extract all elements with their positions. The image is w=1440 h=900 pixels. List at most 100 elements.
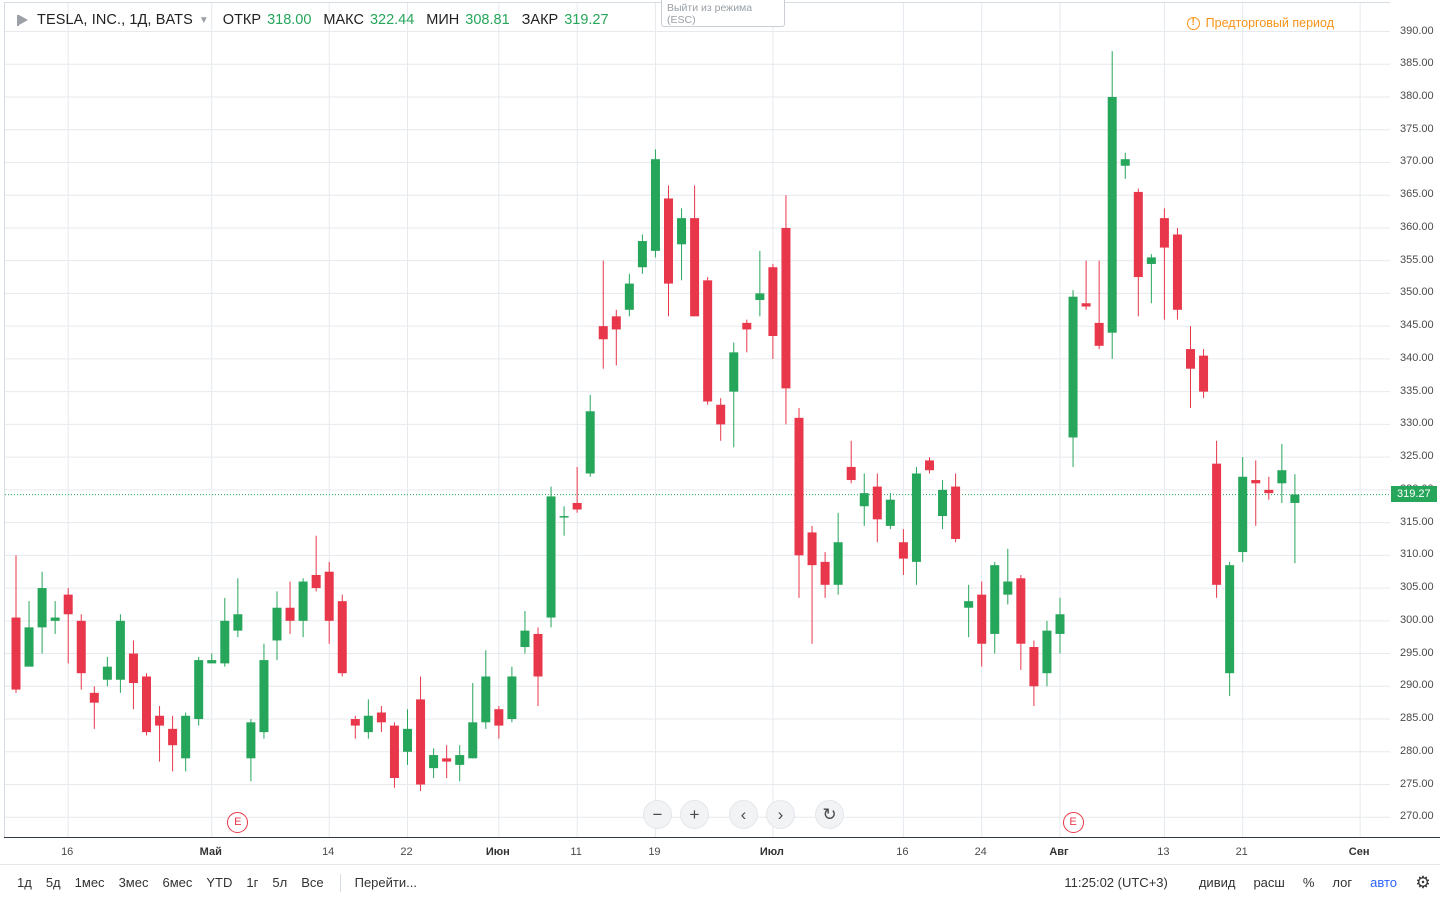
candle-body [1081,303,1091,307]
price-tick-label: 380.00 [1400,89,1434,102]
candle-body [416,699,426,785]
range-5d[interactable]: 5д [45,875,61,890]
candle-body [716,404,726,425]
candle-body [1159,218,1169,248]
candle-body [194,660,204,720]
candle-body [559,516,569,518]
high-label: МАКС [323,12,364,28]
zoom-out-button[interactable]: − [643,800,672,829]
dividends-toggle[interactable]: дивид [1198,875,1236,890]
candle-body [781,227,791,389]
candle-body [1107,96,1117,333]
candle-body [259,660,269,733]
toolbar-right: 11:25:02 (UTC+3) дивид расш % лог авто ⚙ [1064,865,1440,900]
axis-corner [1390,837,1440,864]
scroll-left-button[interactable]: ‹ [729,800,758,829]
earnings-marker[interactable]: E [1062,812,1084,833]
price-tick-label: 305.00 [1400,581,1434,594]
candle-body [337,601,347,674]
candle-body [168,728,178,746]
zoom-in-button[interactable]: + [680,800,709,829]
gear-icon[interactable]: ⚙ [1415,872,1431,892]
price-axis[interactable]: 390.00 385.00 380.00 375.00 370.00 365.00 360.… [1390,2,1440,837]
candle-body [742,322,752,330]
range-1m[interactable]: 1мес [74,875,105,890]
goto-date-button[interactable]: Перейти... [354,875,417,890]
price-tick-label: 345.00 [1400,319,1434,332]
candle-body [925,460,934,471]
chevron-right-icon: › [777,804,784,824]
candle-body [664,198,673,284]
candle-body [1290,494,1300,503]
time-tick-label: 11 [570,846,582,858]
price-tick-label: 385.00 [1400,57,1434,70]
auto-scale-toggle[interactable]: авто [1370,875,1397,890]
candle-body [389,725,399,778]
toolbar-divider [339,873,341,892]
candle-body [938,489,948,517]
candle-body [546,496,556,618]
time-axis[interactable]: 16 Май 14 22 Июн 11 19 Июл 16 24 Авг 13 21 Сен [4,837,1390,864]
candle-body [181,715,191,759]
price-tick-label: 285.00 [1400,712,1434,725]
candle-body [1225,565,1235,674]
range-all[interactable]: Все [301,875,324,890]
candle-body [611,316,621,330]
candle-body [155,715,165,726]
symbol-title[interactable]: TESLA, INC., 1Д, BATS [37,12,193,28]
candlestick-chart[interactable] [5,3,1390,837]
price-tick-label: 330.00 [1400,417,1434,430]
candle-body [1238,476,1248,553]
range-1y[interactable]: 1г [246,875,259,890]
candle-body [115,620,125,680]
candle-body [1172,234,1182,310]
flag-icon[interactable] [15,14,29,26]
chevron-down-icon[interactable]: ▼ [198,14,209,26]
price-tick-label: 375.00 [1400,122,1434,135]
time-tick-label: 16 [896,846,909,858]
candle-body [24,627,34,667]
candle-body [846,466,856,481]
reset-button[interactable]: ↻ [815,800,844,829]
premarket-status: ! Предторговый период [1186,16,1334,30]
minus-icon: − [652,804,663,824]
close-label: ЗАКР [521,12,559,28]
candle-body [272,607,282,641]
candle-body [142,676,151,733]
candle-body [768,267,778,336]
candle-body [50,617,60,621]
chart-navigation: − + ‹ › ↻ [643,800,844,829]
candle-body [1029,647,1039,687]
candle-body [442,758,452,762]
clock[interactable]: 11:25:02 (UTC+3) [1064,875,1168,890]
range-3m[interactable]: 3мес [118,875,149,890]
price-tick-label: 370.00 [1400,155,1434,168]
extended-hours-toggle[interactable]: расш [1253,875,1285,890]
chart-pane[interactable]: TESLA, INC., 1Д, BATS ▼ ОТКР 318.00 МАКС 3… [4,2,1390,837]
range-1d[interactable]: 1д [17,875,32,890]
candle-body [311,574,321,589]
time-tick-label: Авг [1049,846,1069,858]
range-5y[interactable]: 5л [272,875,288,890]
time-tick-label: 16 [61,846,74,858]
percent-scale-toggle[interactable]: % [1302,875,1315,890]
scroll-right-button[interactable]: › [766,800,795,829]
chevron-left-icon: ‹ [740,804,747,824]
time-tick-label: 13 [1157,846,1170,858]
low-value: 308.81 [465,12,510,28]
log-scale-toggle[interactable]: лог [1332,875,1353,890]
earnings-marker[interactable]: E [227,812,249,833]
time-tick-label: Июл [759,846,784,858]
candle-body [481,676,491,723]
range-6m[interactable]: 6мес [162,875,193,890]
candle-body [285,607,295,621]
exit-fullscreen-tip[interactable]: Выйти из режима (ESC) [661,0,785,27]
range-ytd[interactable]: YTD [206,875,233,890]
price-tick-label: 315.00 [1400,515,1434,528]
candle-body [1212,463,1222,585]
candle-body [703,280,713,402]
price-tick-label: 360.00 [1400,220,1434,233]
candle-body [1133,191,1143,278]
candle-body [898,542,908,559]
candle-body [1068,296,1078,438]
